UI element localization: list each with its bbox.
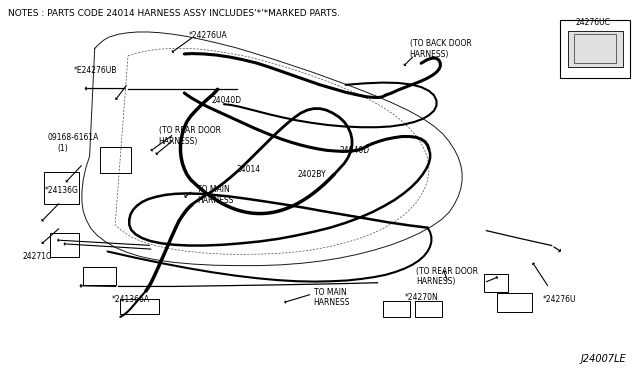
Text: 24040D: 24040D xyxy=(339,146,369,155)
Text: *24276U: *24276U xyxy=(543,295,576,304)
Text: 24276UC: 24276UC xyxy=(576,18,611,27)
Text: HARNESS): HARNESS) xyxy=(416,278,456,286)
Text: *241366A: *241366A xyxy=(112,295,150,304)
Text: 24014: 24014 xyxy=(237,165,261,174)
Text: *24136G: *24136G xyxy=(45,186,79,195)
Bar xyxy=(100,147,131,173)
Text: HARNESS: HARNESS xyxy=(197,196,234,205)
Text: (TO REAR DOOR: (TO REAR DOOR xyxy=(416,267,478,276)
Text: *24270N: *24270N xyxy=(404,293,438,302)
Bar xyxy=(484,274,508,292)
Text: (TO BACK DOOR: (TO BACK DOOR xyxy=(410,39,471,48)
Bar xyxy=(83,267,116,285)
Text: *E24276UB: *E24276UB xyxy=(74,66,117,75)
Text: HARNESS: HARNESS xyxy=(314,298,350,307)
Text: 24271C: 24271C xyxy=(22,252,52,261)
Bar xyxy=(44,172,79,204)
Bar xyxy=(560,20,630,78)
Text: (1): (1) xyxy=(58,144,68,153)
Text: TO MAIN: TO MAIN xyxy=(197,185,230,194)
Bar xyxy=(50,232,79,257)
Text: J24007LE: J24007LE xyxy=(580,354,626,364)
Text: NOTES : PARTS CODE 24014 HARNESS ASSY INCLUDES'*'*MARKED PARTS.: NOTES : PARTS CODE 24014 HARNESS ASSY IN… xyxy=(8,9,340,18)
Bar xyxy=(120,299,159,314)
Text: HARNESS): HARNESS) xyxy=(410,50,449,59)
Text: 24040D: 24040D xyxy=(211,96,241,105)
Text: HARNESS): HARNESS) xyxy=(159,137,198,146)
Text: TO MAIN: TO MAIN xyxy=(314,288,346,296)
Text: 09168-6161A: 09168-6161A xyxy=(48,133,99,142)
Bar xyxy=(415,301,442,317)
Bar xyxy=(383,301,410,317)
Text: *24276UA: *24276UA xyxy=(189,31,228,40)
Bar xyxy=(568,31,623,67)
Bar xyxy=(574,34,616,63)
Text: 2402BY: 2402BY xyxy=(298,170,326,179)
Bar xyxy=(497,293,532,312)
Text: (TO REAR DOOR: (TO REAR DOOR xyxy=(159,126,221,135)
